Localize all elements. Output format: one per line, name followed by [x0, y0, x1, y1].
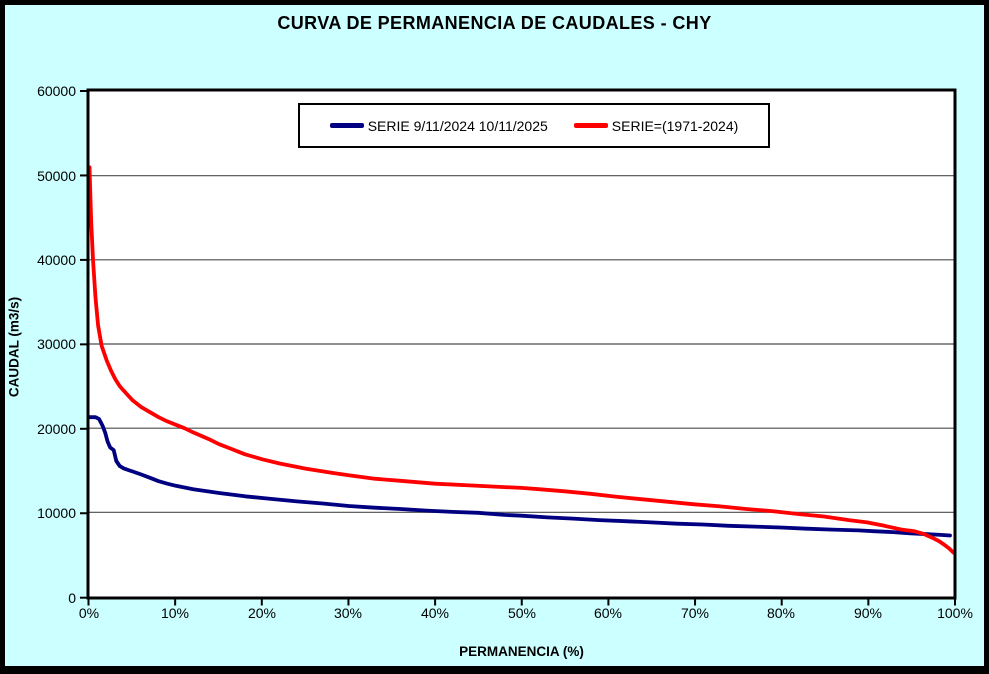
x-tick-label: 60% — [593, 605, 623, 621]
y-tick-label: 60000 — [37, 83, 76, 99]
x-tick-label: 70% — [680, 605, 710, 621]
y-tick-label: 40000 — [37, 252, 76, 268]
legend-item-serie-1971-2024: SERIE=(1971-2024) — [573, 117, 739, 134]
x-tick-label: 0% — [78, 605, 100, 621]
x-tick-label: 20% — [247, 605, 277, 621]
legend-label-serie-2024-2025: SERIE 9/11/2024 10/11/2025 — [367, 117, 548, 134]
x-tick-label: 100% — [937, 605, 973, 621]
legend-line-red-icon — [573, 123, 608, 128]
y-tick-label: 0 — [68, 590, 76, 606]
x-tick-label: 40% — [420, 605, 450, 621]
x-tick-label: 80% — [766, 605, 796, 621]
y-axis-title: CAUDAL (m3/s) — [6, 296, 22, 398]
legend-item-serie-2024-2025: SERIE 9/11/2024 10/11/2025 — [329, 117, 548, 134]
x-axis-title: PERMANENCIA (%) — [459, 644, 584, 659]
x-tick-label: 30% — [333, 605, 363, 621]
legend: SERIE 9/11/2024 10/11/2025 SERIE=(1971-2… — [298, 103, 770, 148]
x-tick-label: 90% — [853, 605, 883, 621]
y-tick-label: 50000 — [37, 168, 76, 184]
y-tick-label: 30000 — [37, 336, 76, 352]
y-tick-label: 20000 — [37, 421, 76, 437]
x-tick-label: 10% — [160, 605, 190, 621]
legend-label-serie-1971-2024: SERIE=(1971-2024) — [611, 117, 739, 134]
chart-title: CURVA DE PERMANENCIA DE CAUDALES - CHY — [277, 13, 712, 33]
legend-line-blue-icon — [329, 123, 364, 128]
y-tick-label: 10000 — [37, 505, 76, 521]
x-tick-label: 50% — [507, 605, 537, 621]
